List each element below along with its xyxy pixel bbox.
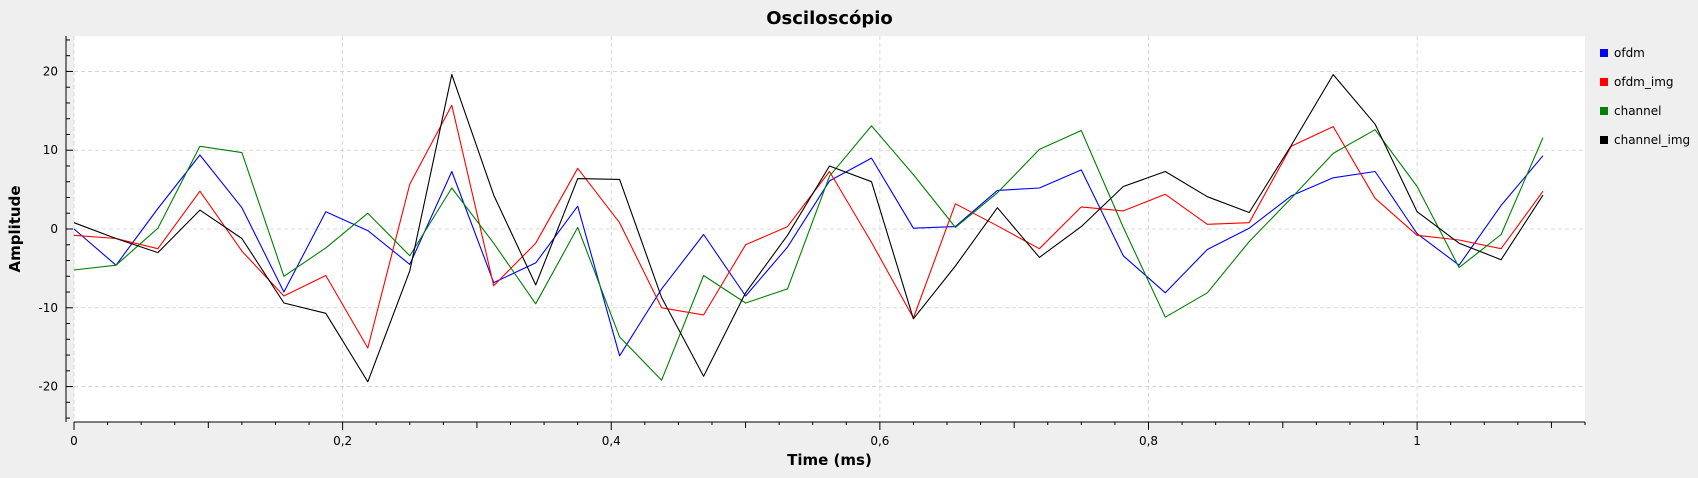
y-tick-label: 10 xyxy=(43,143,58,157)
series-line-channel-img xyxy=(73,74,1544,383)
series-line-ofdm-img xyxy=(73,104,1544,349)
x-axis: 0 0,2 0,4 0,6 0,8 1 xyxy=(70,422,1586,448)
y-tick-label: -10 xyxy=(38,301,58,315)
legend-label: ofdm xyxy=(1614,45,1645,60)
legend-item-channel-img[interactable]: channel_img xyxy=(1600,125,1696,154)
y-axis-label: Amplitude xyxy=(6,185,24,272)
series-line-ofdm xyxy=(73,154,1544,357)
legend-swatch xyxy=(1600,106,1608,115)
x-tick-label: 0,8 xyxy=(1139,434,1158,448)
series-line-channel xyxy=(73,125,1544,381)
y-tick-label: -20 xyxy=(38,380,58,394)
x-tick-label: 0,6 xyxy=(870,434,889,448)
grid xyxy=(73,36,1585,422)
legend-swatch xyxy=(1600,48,1608,57)
chart-title: Osciloscópio xyxy=(766,8,893,29)
y-tick-label: 20 xyxy=(43,64,58,78)
legend-item-ofdm[interactable]: ofdm xyxy=(1600,38,1696,67)
legend-label: channel_img xyxy=(1614,132,1691,147)
series-lines xyxy=(73,74,1544,383)
legend-label: channel xyxy=(1614,103,1662,118)
x-tick-label: 1 xyxy=(1413,434,1421,448)
legend-label: ofdm_img xyxy=(1614,74,1674,89)
y-tick-label: 0 xyxy=(50,222,58,236)
legend-item-ofdm-img[interactable]: ofdm_img xyxy=(1600,67,1696,96)
y-axis: -20 -10 0 10 20 xyxy=(38,39,73,419)
x-axis-label: Time (ms) xyxy=(787,451,872,469)
legend-swatch xyxy=(1600,135,1608,144)
legend-item-channel[interactable]: channel xyxy=(1600,96,1696,125)
plot-area xyxy=(74,36,1585,422)
legend-swatch xyxy=(1600,77,1608,86)
x-tick-label: 0,4 xyxy=(602,434,621,448)
x-tick-label: 0,2 xyxy=(333,434,352,448)
x-tick-label: 0 xyxy=(70,434,78,448)
